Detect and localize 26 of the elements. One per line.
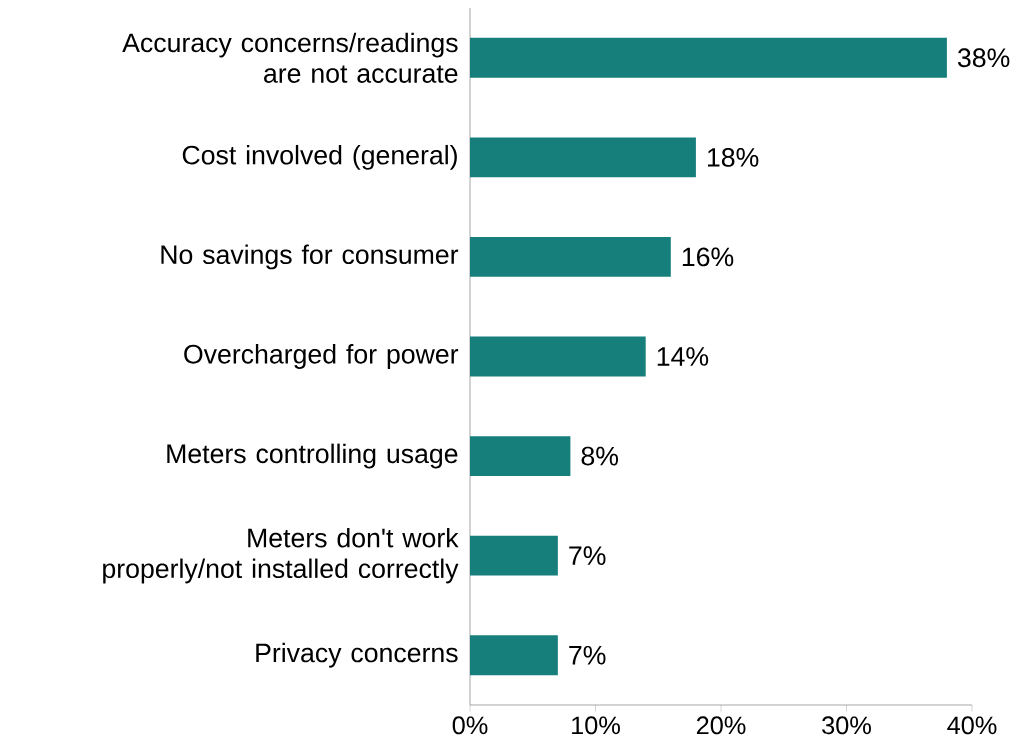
- bar: [470, 436, 571, 476]
- data-label: 38%: [957, 48, 1010, 68]
- x-tick-label: 0%: [452, 716, 488, 735]
- y-tick-label: Meters don't work properly/not installed correctly: [103, 527, 459, 584]
- y-tick-label: Cost involved (general): [182, 144, 457, 170]
- y-tick-label: Accuracy concerns/readings are not accurate: [122, 32, 458, 83]
- y-tick-label: Privacy concerns: [256, 642, 458, 668]
- data-label: 7%: [569, 645, 606, 665]
- x-tick-label: 30%: [822, 716, 871, 735]
- x-tick-label: 20%: [696, 716, 746, 735]
- bar: [470, 336, 646, 377]
- y-tick-label: Overcharged for power: [184, 344, 459, 369]
- data-label: 8%: [581, 446, 619, 466]
- data-label: 7%: [569, 546, 606, 565]
- data-label: 14%: [657, 347, 709, 366]
- bar: [470, 37, 947, 78]
- y-tick-label: No savings for consumer: [161, 244, 459, 270]
- x-tick-label: 10%: [572, 716, 620, 735]
- data-label: 18%: [707, 147, 759, 167]
- bar: [470, 535, 558, 576]
- y-tick-label: Meters controlling usage: [167, 443, 458, 469]
- bar: [470, 137, 696, 178]
- data-label: 16%: [682, 247, 734, 267]
- x-tick-label: 40%: [947, 716, 997, 735]
- bar: [470, 237, 671, 277]
- bar: [470, 635, 558, 676]
